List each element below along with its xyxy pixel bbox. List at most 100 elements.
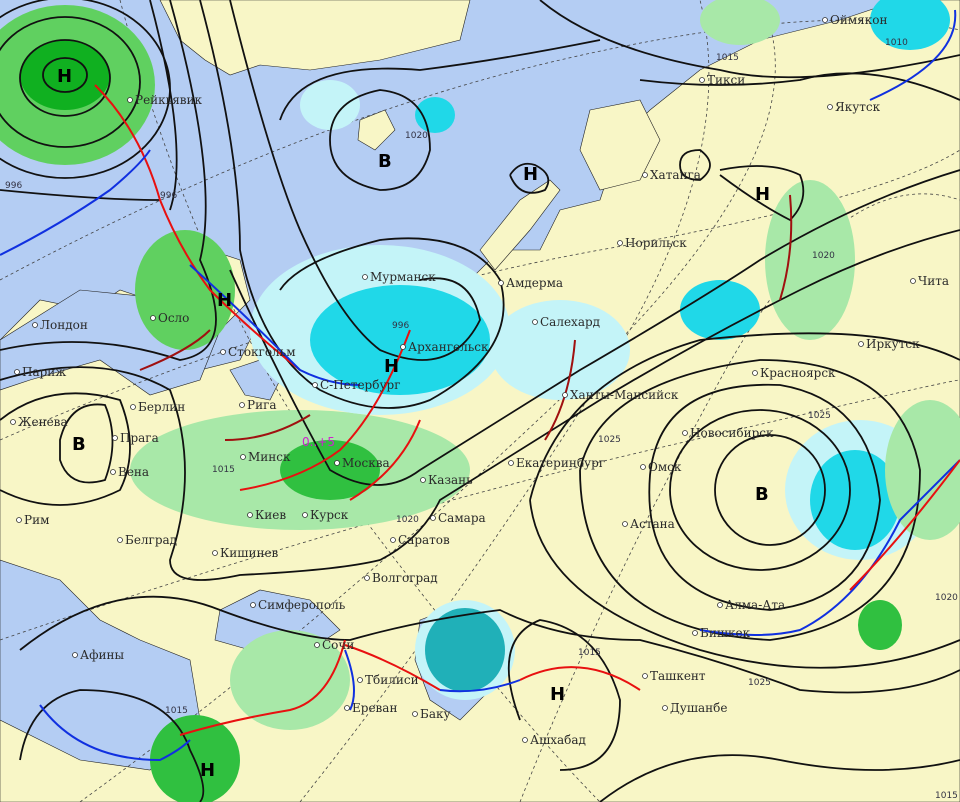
city-marker xyxy=(400,344,406,350)
city-marker xyxy=(412,711,418,717)
city-label: Омск xyxy=(648,460,682,474)
snow-area xyxy=(870,0,950,50)
city-label: Минск xyxy=(248,450,291,464)
high-pressure-center: В xyxy=(378,151,392,172)
city-marker xyxy=(640,464,646,470)
city-label: Рига xyxy=(247,398,277,412)
city-label: Красноярск xyxy=(760,366,836,380)
city-label: Амдерма xyxy=(506,276,563,290)
city-marker xyxy=(314,642,320,648)
city-label: Архангельск xyxy=(408,340,489,354)
city-marker xyxy=(682,430,688,436)
high-pressure-center: В xyxy=(755,484,769,505)
city-label: Рим xyxy=(24,513,49,527)
isobar-label: 996 xyxy=(392,321,409,331)
city-marker xyxy=(72,652,78,658)
city-label: Астана xyxy=(630,517,675,531)
city-marker xyxy=(117,537,123,543)
landmass-greenland xyxy=(159,0,471,76)
warm-front xyxy=(519,666,641,691)
city-label: С-Петербург xyxy=(320,378,400,392)
snow-area xyxy=(810,450,900,550)
city-label: Тбилиси xyxy=(365,673,419,687)
city-marker xyxy=(699,77,705,83)
snow-area xyxy=(680,280,760,340)
city-marker xyxy=(344,705,350,711)
city-marker xyxy=(10,419,16,425)
city-marker xyxy=(562,392,568,398)
city-marker xyxy=(390,537,396,543)
temperature-label: 0..+5 xyxy=(302,435,335,449)
city-marker xyxy=(212,550,218,556)
city-label: Лондон xyxy=(40,318,88,332)
snow-area xyxy=(425,608,505,692)
city-marker xyxy=(247,512,253,518)
city-marker xyxy=(127,97,133,103)
city-label: Якутск xyxy=(835,100,881,114)
city-label: Кишинев xyxy=(220,546,279,560)
precip-area xyxy=(230,630,350,730)
cold-front xyxy=(39,704,191,762)
city-label: Салехард xyxy=(540,315,600,329)
city-marker xyxy=(622,521,628,527)
city-label: Тикси xyxy=(707,73,745,87)
city-marker xyxy=(858,341,864,347)
city-marker xyxy=(617,240,623,246)
isobar-label: 1015 xyxy=(212,465,235,475)
warm-front xyxy=(239,329,411,491)
city-marker xyxy=(532,319,538,325)
city-marker xyxy=(302,512,308,518)
isobar-label: 1015 xyxy=(165,706,188,716)
precip-area xyxy=(765,180,855,340)
city-label: Иркутск xyxy=(866,337,920,351)
city-label: Бишкек xyxy=(700,626,751,640)
pressure-centers: Н В Н Н Н В Н В Н Н xyxy=(57,66,770,781)
city-label: Вена xyxy=(118,465,149,479)
city-label: Норильск xyxy=(625,236,687,250)
city-label: Рейкьявик xyxy=(135,93,203,107)
city-label: Киев xyxy=(255,508,286,522)
city-label: Стокгольм xyxy=(228,345,296,359)
isobar-label: 1020 xyxy=(396,515,419,525)
city-marker xyxy=(362,274,368,280)
city-label: Самара xyxy=(438,511,486,525)
city-marker xyxy=(14,369,20,375)
city-label: Сочи xyxy=(322,638,354,652)
snow-area xyxy=(415,97,455,133)
city-marker xyxy=(752,370,758,376)
city-marker xyxy=(827,104,833,110)
city-label: Белград xyxy=(125,533,177,547)
low-pressure-center: Н xyxy=(57,66,72,87)
city-marker xyxy=(250,602,256,608)
cold-front xyxy=(699,459,960,636)
city-label: Новосибирск xyxy=(690,426,774,440)
isobar-label: 1020 xyxy=(935,593,958,603)
city-marker xyxy=(239,402,245,408)
city-marker xyxy=(522,737,528,743)
city-label: Екатеринбург xyxy=(516,456,605,470)
city-label: Симферополь xyxy=(258,598,346,612)
novaya-zemlya xyxy=(479,179,561,271)
cold-front xyxy=(869,9,957,101)
city-marker xyxy=(32,322,38,328)
isobar-label: 1015 xyxy=(935,791,958,801)
cold-front xyxy=(189,264,361,386)
city-label: Баку xyxy=(420,707,451,721)
snow-area xyxy=(300,80,360,130)
city-label: Курск xyxy=(310,508,349,522)
warm-front xyxy=(349,419,421,501)
isobar-label: 996 xyxy=(5,181,22,191)
city-label: Саратов xyxy=(398,533,450,547)
isobar-label: 1015 xyxy=(578,648,601,658)
low-pressure-center: Н xyxy=(384,356,399,377)
precip-area xyxy=(885,400,960,540)
isobar-label: 1025 xyxy=(748,678,771,688)
city-marker xyxy=(150,315,156,321)
city-label: Ташкент xyxy=(650,669,706,683)
city-marker xyxy=(130,404,136,410)
city-label: Берлин xyxy=(138,400,185,414)
weather-fronts xyxy=(0,9,960,762)
city-label: Казань xyxy=(428,473,473,487)
